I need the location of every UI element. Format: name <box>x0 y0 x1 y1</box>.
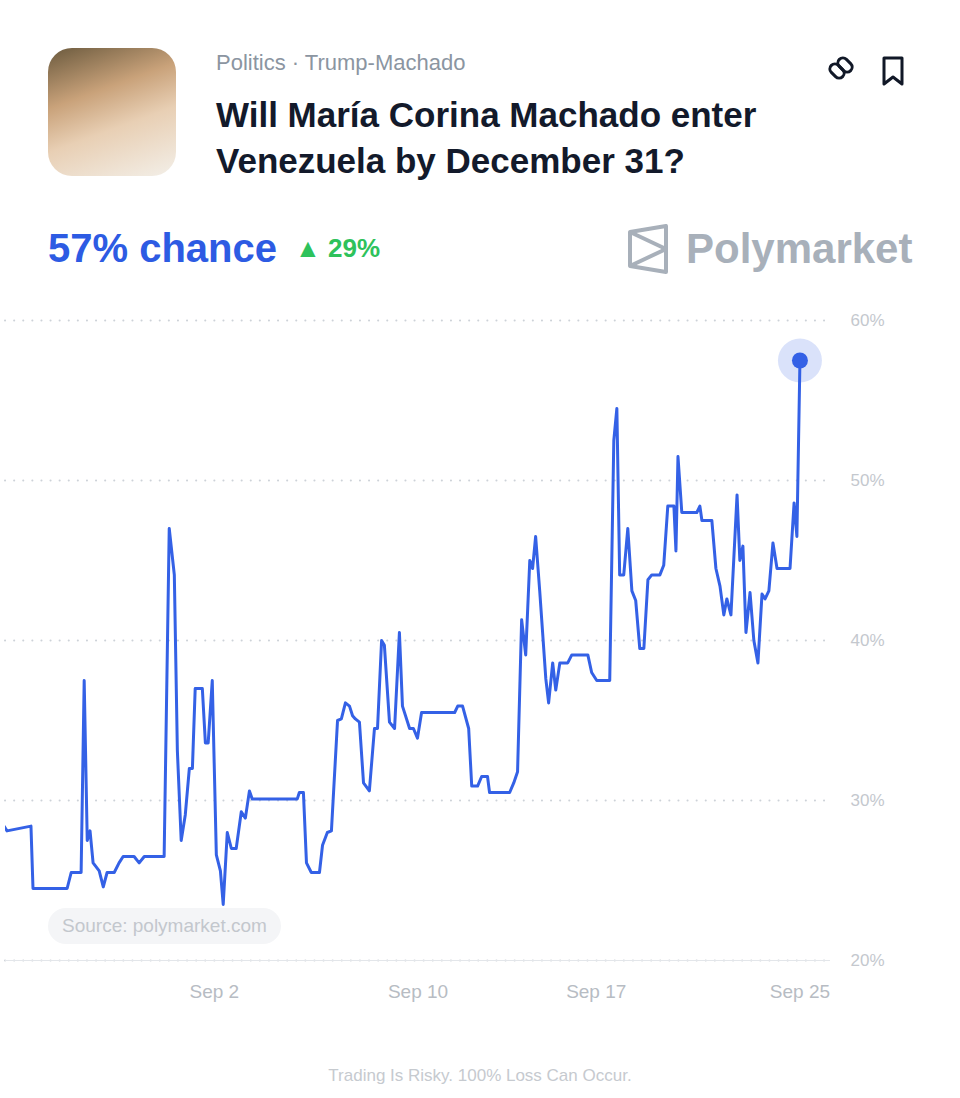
svg-text:Sep 2: Sep 2 <box>189 981 239 1002</box>
html-text:57% chance: 57% chance <box>48 226 277 270</box>
html-text:Will María Corina Machado ente: Will María Corina Machado enter Venezuel… <box>216 95 757 180</box>
svg-text:Sep 17: Sep 17 <box>566 981 626 1002</box>
svg-text:30%: 30% <box>851 791 885 810</box>
html-text:Trading Is Risky. 100% Loss Ca: Trading Is Risky. 100% Loss Can Occur. <box>328 1066 632 1085</box>
svg-text:20%: 20% <box>851 951 885 970</box>
html-text:Polymarket: Polymarket <box>686 225 913 272</box>
svg-text:50%: 50% <box>851 471 885 490</box>
svg-text:Sep 25: Sep 25 <box>770 981 830 1002</box>
html-text:▲ 29%: ▲ 29% <box>295 233 380 263</box>
html-text:Politics · Trump-Machado: Politics · Trump-Machado <box>216 50 466 75</box>
svg-text:40%: 40% <box>851 631 885 650</box>
html-text:Source: polymarket.com: Source: polymarket.com <box>62 915 267 936</box>
svg-text:Sep 10: Sep 10 <box>388 981 448 1002</box>
svg-text:60%: 60% <box>851 311 885 330</box>
